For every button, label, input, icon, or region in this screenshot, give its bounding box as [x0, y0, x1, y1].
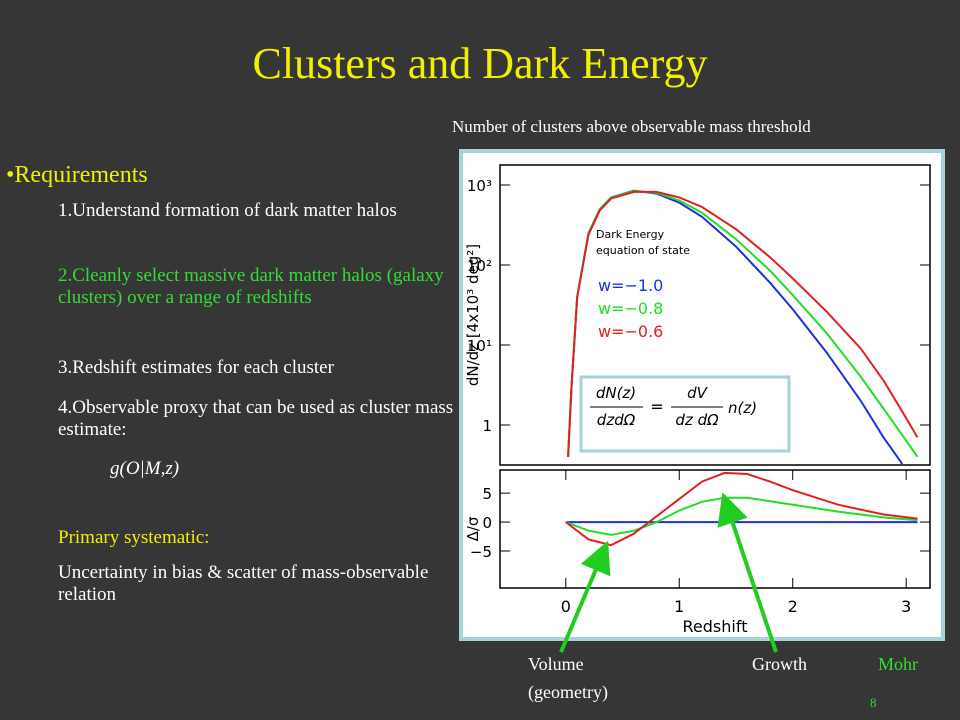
legend-entry: w=−0.6	[598, 322, 663, 341]
y-tick-label: 5	[482, 485, 492, 503]
plot-area	[567, 189, 919, 465]
series-line	[565, 471, 918, 547]
formula-part: dV	[687, 384, 709, 402]
y-axis-label: Δ/σ	[464, 516, 482, 541]
y-tick-label: 0	[482, 514, 492, 532]
x-tick-label: 3	[901, 597, 911, 616]
arrow	[559, 540, 611, 653]
y-tick-label: 10¹	[467, 337, 492, 355]
annotation: Dark Energy equation of state	[596, 228, 690, 257]
x-tick-label: 1	[674, 597, 684, 616]
heading-text: Requirements	[14, 162, 148, 188]
arrow-label: Volume (geometry)	[528, 654, 608, 702]
slide-title: Clusters and Dark Energy	[252, 39, 708, 88]
bullet-heading: Requirements	[6, 162, 148, 189]
y-tick-label: −5	[470, 543, 492, 561]
formula-part: n(z)	[728, 399, 757, 417]
panel-frame	[499, 164, 931, 466]
formula-part: dz dΩ	[675, 411, 719, 429]
y-tick-label: 10³	[467, 177, 492, 195]
x-tick-label: 0	[561, 597, 571, 616]
plot-area	[565, 471, 918, 547]
x-tick-label: 2	[788, 597, 798, 616]
y-tick-label: 1	[482, 417, 492, 435]
systematic-heading: Primary systematic:	[58, 527, 210, 548]
formula-part: dzdΩ	[597, 411, 636, 429]
arrow-label: Growth	[752, 654, 807, 674]
arrow	[717, 492, 778, 653]
legend-entry: w=−0.8	[598, 299, 663, 318]
formula-part: =	[650, 397, 663, 416]
list-item: 2.Cleanly select massive dark matter hal…	[58, 265, 444, 308]
figure-caption: Number of clusters above observable mass…	[452, 117, 811, 136]
list-item: 3.Redshift estimates for each cluster	[58, 357, 334, 378]
formula-part: dN(z)	[596, 384, 636, 402]
list-item: 1.Understand formation of dark matter ha…	[58, 200, 397, 221]
page-number: 8	[870, 695, 877, 710]
proxy-formula: g(O|M,z)	[110, 458, 180, 479]
systematic-text: Uncertainty in bias & scatter of mass-ob…	[58, 562, 429, 605]
y-tick-label: 10²	[467, 257, 492, 275]
series-line	[567, 190, 919, 457]
x-axis-label: Redshift	[683, 617, 748, 636]
panel-frame	[499, 469, 931, 589]
formula-box	[579, 375, 791, 453]
y-axis-label: dN/dz [4x10³ deg²]	[464, 244, 482, 386]
series-line	[565, 496, 918, 536]
credit: Mohr	[878, 654, 918, 674]
list-item: 4.Observable proxy that can be used as c…	[58, 397, 454, 440]
legend-entry: w=−1.0	[598, 276, 663, 295]
